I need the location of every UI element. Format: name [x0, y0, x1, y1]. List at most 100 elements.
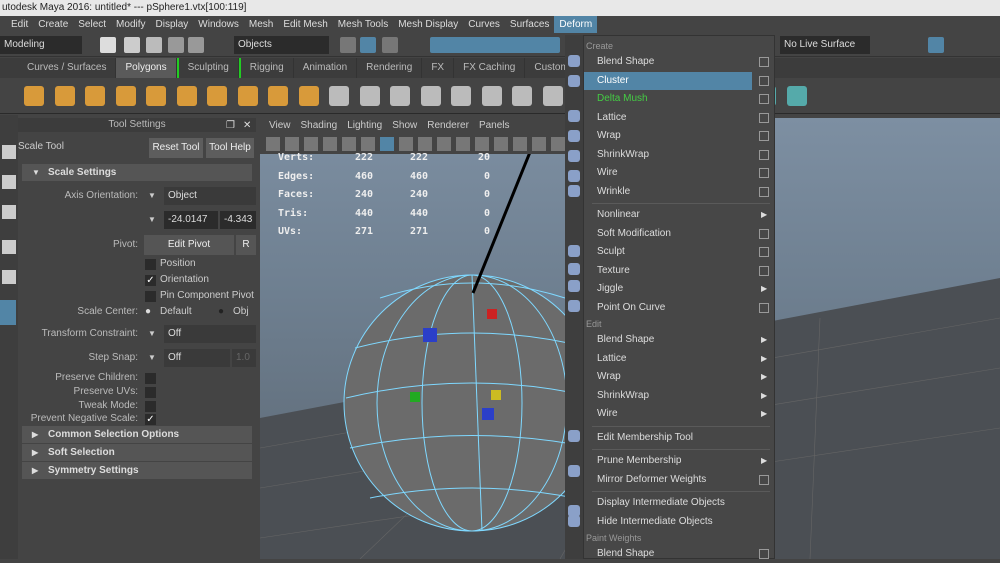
option-box-icon[interactable]: [759, 57, 769, 67]
viewport-menu-shading[interactable]: Shading: [300, 120, 338, 131]
option-box-icon[interactable]: [759, 131, 769, 141]
orientation-checkbox[interactable]: ✓: [145, 275, 156, 286]
tab-rendering[interactable]: Rendering: [357, 58, 423, 78]
deform-tool-icon[interactable]: [568, 505, 580, 517]
component-mask-icons[interactable]: [430, 37, 560, 53]
menu-mesh-display[interactable]: Mesh Display: [398, 19, 459, 30]
option-box-icon[interactable]: [759, 247, 769, 257]
prevent-negative-scale-checkbox[interactable]: ✓: [145, 414, 156, 425]
move-tool-icon[interactable]: [2, 240, 16, 254]
close-icon[interactable]: ✕: [243, 120, 252, 131]
menu-item-cluster[interactable]: Cluster: [584, 71, 769, 90]
live-surface-field[interactable]: No Live Surface: [780, 36, 870, 54]
shelf-tool-icon[interactable]: [24, 86, 44, 106]
dropdown-icon[interactable]: ▼: [148, 215, 156, 224]
shelf-tool-icon[interactable]: [786, 86, 807, 106]
shelf-tool-icon[interactable]: [176, 86, 197, 106]
save-scene-icon[interactable]: [146, 37, 162, 53]
shelf-tool-icon[interactable]: [298, 86, 319, 106]
shelf-tool-icon[interactable]: [420, 86, 441, 106]
menu-mesh-tools[interactable]: Mesh Tools: [337, 19, 389, 30]
rotate-tool-icon[interactable]: [2, 270, 16, 284]
shelf-tool-icon[interactable]: [54, 86, 75, 106]
scale-settings-section[interactable]: ▼ Scale Settings: [22, 164, 252, 181]
preserve-uvs-checkbox[interactable]: [145, 387, 156, 398]
option-box-icon[interactable]: [759, 168, 769, 178]
preserve-children-checkbox[interactable]: [145, 373, 156, 384]
deform-tool-icon[interactable]: [568, 150, 580, 162]
deform-tool-icon[interactable]: [568, 55, 580, 67]
deform-tool-icon[interactable]: [568, 465, 580, 477]
viewport-tool-icon[interactable]: [437, 137, 451, 151]
reset-pivot-button[interactable]: R: [236, 235, 256, 255]
dropdown-icon[interactable]: ▼: [148, 329, 156, 338]
menu-item-nonlinear[interactable]: Nonlinear ▶: [584, 206, 774, 224]
soft-selection-section[interactable]: ▶ Soft Selection: [22, 444, 252, 461]
dropdown-icon[interactable]: ▼: [148, 191, 156, 200]
menu-item-point-on-curve[interactable]: Point On Curve: [584, 299, 774, 317]
object-radio[interactable]: ●: [218, 306, 225, 317]
redo-icon[interactable]: [188, 37, 204, 53]
menu-item-wrap[interactable]: Wrap ▶: [584, 368, 774, 386]
shelf-tool-icon[interactable]: [85, 86, 105, 106]
menu-curves[interactable]: Curves: [468, 19, 500, 30]
menu-modify[interactable]: Modify: [116, 19, 146, 30]
shelf-tool-icon[interactable]: [237, 86, 258, 106]
edit-pivot-button[interactable]: Edit Pivot: [144, 235, 234, 255]
menu-item-lattice[interactable]: Lattice ▶: [584, 350, 774, 368]
menu-item-mirror-deformer-weights[interactable]: Mirror Deformer Weights: [584, 471, 774, 489]
menu-deform[interactable]: Deform: [554, 16, 598, 33]
viewport-tool-icon[interactable]: [361, 137, 375, 151]
deform-tool-icon[interactable]: [568, 263, 580, 275]
option-box-icon[interactable]: [759, 94, 769, 104]
common-selection-options-section[interactable]: ▶ Common Selection Options: [22, 426, 252, 443]
viewport-tool-icon[interactable]: [304, 137, 318, 151]
viewport-tool-icon[interactable]: [418, 137, 432, 151]
menu-surfaces[interactable]: Surfaces: [509, 19, 550, 30]
menu-display[interactable]: Display: [155, 19, 189, 30]
undo-icon[interactable]: [168, 37, 184, 53]
menu-item-prune-membership[interactable]: Prune Membership ▶: [584, 452, 774, 470]
tweak-mode-checkbox[interactable]: [145, 401, 156, 412]
menu-windows[interactable]: Windows: [198, 19, 239, 30]
menu-item-shrinkwrap[interactable]: ShrinkWrap: [584, 146, 774, 164]
menu-select[interactable]: Select: [78, 19, 107, 30]
paint-select-icon[interactable]: [2, 205, 16, 219]
viewport-tool-icon[interactable]: [475, 137, 489, 151]
select-component-icon[interactable]: [382, 37, 398, 53]
default-radio[interactable]: ●: [145, 306, 152, 317]
position-checkbox[interactable]: [145, 259, 156, 270]
option-box-icon[interactable]: [759, 186, 769, 197]
menu-item-soft-modification[interactable]: Soft Modification: [584, 225, 774, 243]
deform-tool-icon[interactable]: [568, 170, 580, 182]
option-box-icon[interactable]: [759, 474, 769, 485]
viewport-tool-icon[interactable]: [342, 137, 356, 151]
viewport-menu-panels[interactable]: Panels: [478, 120, 510, 131]
menu-item-wire[interactable]: Wire ▶: [584, 405, 774, 423]
select-hierarchy-icon[interactable]: [340, 37, 356, 53]
select-tool-icon[interactable]: [2, 145, 16, 159]
viewport-tool-icon[interactable]: [399, 137, 413, 151]
tab-animation[interactable]: Animation: [294, 58, 358, 78]
open-scene-icon[interactable]: [124, 37, 140, 53]
mode-select[interactable]: Modeling: [0, 36, 82, 54]
menu-item-delta-mush[interactable]: Delta Mush: [584, 90, 774, 108]
deform-tool-icon[interactable]: [568, 75, 580, 87]
step-snap-value[interactable]: 1.0: [232, 349, 256, 367]
viewport-tool-icon[interactable]: [456, 137, 470, 151]
scale-tool-icon[interactable]: [0, 300, 16, 325]
viewport-menu-view[interactable]: View: [269, 120, 291, 131]
menu-item-wrap[interactable]: Wrap: [584, 127, 774, 145]
menu-item-wire[interactable]: Wire: [584, 164, 774, 182]
option-box-icon[interactable]: [759, 112, 769, 123]
selection-mode-select[interactable]: Objects: [234, 36, 329, 54]
menu-edit-mesh[interactable]: Edit Mesh: [283, 19, 328, 30]
viewport-menu-lighting[interactable]: Lighting: [347, 120, 383, 131]
shelf-tool-icon[interactable]: [481, 86, 502, 106]
deform-tool-icon[interactable]: [568, 430, 580, 442]
tab-polygons[interactable]: Polygons: [116, 58, 177, 78]
menu-item-shrinkwrap[interactable]: ShrinkWrap ▶: [584, 387, 774, 405]
render-settings-icon[interactable]: [928, 37, 944, 53]
tab-curves-surfaces[interactable]: Curves / Surfaces: [18, 58, 117, 78]
menu-item-blend-shape[interactable]: Blend Shape: [584, 53, 774, 71]
